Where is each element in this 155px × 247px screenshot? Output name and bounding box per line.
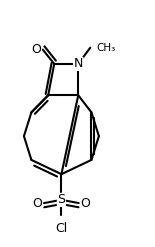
Text: N: N <box>74 57 83 70</box>
Text: CH₃: CH₃ <box>97 43 116 53</box>
Text: S: S <box>57 193 65 206</box>
Text: O: O <box>32 197 42 210</box>
Text: O: O <box>80 197 90 210</box>
Text: Cl: Cl <box>55 222 68 235</box>
Text: O: O <box>31 43 41 56</box>
